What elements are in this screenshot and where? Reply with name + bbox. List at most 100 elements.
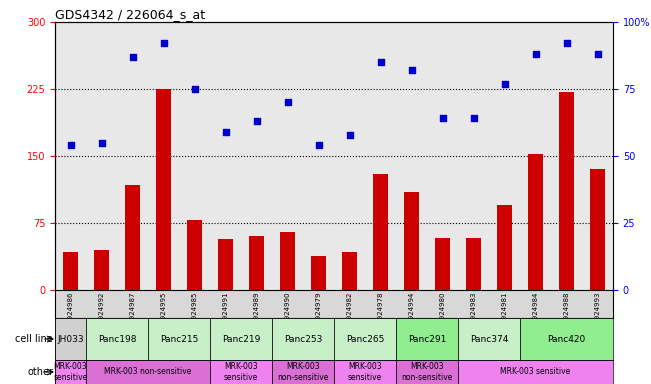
Point [437,116,448,122]
Text: Panc198: Panc198 [98,334,136,344]
Bar [272,360,334,384]
Text: GSM924988: GSM924988 [564,291,570,334]
Bar [365,290,396,318]
Point [128,54,138,60]
Bar [94,250,109,290]
Bar [86,360,210,384]
Text: MRK-003
non-sensitive: MRK-003 non-sensitive [277,362,329,382]
Text: GSM924993: GSM924993 [594,291,600,334]
Point [251,118,262,124]
Bar [148,22,179,290]
Text: MRK-003
sensitive: MRK-003 sensitive [53,362,88,382]
Bar [458,290,489,318]
Bar [303,22,334,290]
Point [283,99,293,106]
Point [406,67,417,73]
Text: GSM924983: GSM924983 [471,291,477,334]
Point [313,142,324,148]
Bar [179,22,210,290]
Bar [435,238,450,290]
Bar [489,22,520,290]
Bar [396,318,458,360]
Bar [334,290,365,318]
Text: MRK-003 sensitive: MRK-003 sensitive [501,367,571,376]
Bar [272,22,303,290]
Bar [272,318,334,360]
Bar [125,185,140,290]
Bar [458,318,520,360]
Bar [520,290,551,318]
Bar [373,174,388,290]
Text: GSM924987: GSM924987 [130,291,135,334]
Bar [117,22,148,290]
Bar [427,22,458,290]
Text: GSM924979: GSM924979 [316,291,322,334]
Bar [249,237,264,290]
Text: cell line: cell line [15,334,53,344]
Point [189,86,200,92]
Bar [86,22,117,290]
Bar [404,192,419,290]
Text: GSM924978: GSM924978 [378,291,383,334]
Bar [210,290,241,318]
Text: GSM924980: GSM924980 [439,291,445,334]
Text: MRK-003 non-sensitive: MRK-003 non-sensitive [104,367,191,376]
Bar [528,154,543,290]
Text: Panc215: Panc215 [159,334,198,344]
Bar [458,22,489,290]
Bar [148,318,210,360]
Bar [551,22,582,290]
Text: GDS4342 / 226064_s_at: GDS4342 / 226064_s_at [55,8,205,21]
Bar [55,290,86,318]
Point [531,51,541,57]
Text: Panc253: Panc253 [284,334,322,344]
Text: GSM924991: GSM924991 [223,291,229,334]
Text: Panc420: Panc420 [547,334,586,344]
Text: GSM924994: GSM924994 [408,291,415,334]
Point [592,51,603,57]
Bar [156,89,171,290]
Text: GSM924986: GSM924986 [68,291,74,334]
Text: GSM924985: GSM924985 [191,291,197,334]
Bar [334,360,396,384]
Bar [396,360,458,384]
Bar [582,290,613,318]
Bar [148,290,179,318]
Bar [210,22,241,290]
Point [499,81,510,87]
Bar [241,290,272,318]
Text: GSM924989: GSM924989 [253,291,260,334]
Text: Panc374: Panc374 [470,334,508,344]
Bar [396,290,427,318]
Bar [427,290,458,318]
Text: MRK-003
sensitive: MRK-003 sensitive [224,362,258,382]
Text: GSM924984: GSM924984 [533,291,538,334]
Bar [55,318,86,360]
Text: GSM924990: GSM924990 [284,291,290,334]
Text: GSM924981: GSM924981 [501,291,508,334]
Text: MRK-003
sensitive: MRK-003 sensitive [348,362,382,382]
Bar [520,318,613,360]
Bar [117,290,148,318]
Text: JH033: JH033 [57,334,84,344]
Text: Panc265: Panc265 [346,334,384,344]
Bar [334,318,396,360]
Bar [590,169,605,290]
Bar [342,253,357,290]
Bar [520,22,551,290]
Bar [210,318,272,360]
Point [220,129,230,135]
Bar [62,253,78,290]
Bar [272,290,303,318]
Point [561,40,572,46]
Bar [55,360,86,384]
Bar [559,92,574,290]
Bar [458,360,613,384]
Text: GSM924982: GSM924982 [346,291,352,334]
Bar [86,318,148,360]
Point [65,142,76,148]
Point [344,131,355,137]
Point [375,59,385,65]
Text: Panc291: Panc291 [408,334,446,344]
Bar [311,256,326,290]
